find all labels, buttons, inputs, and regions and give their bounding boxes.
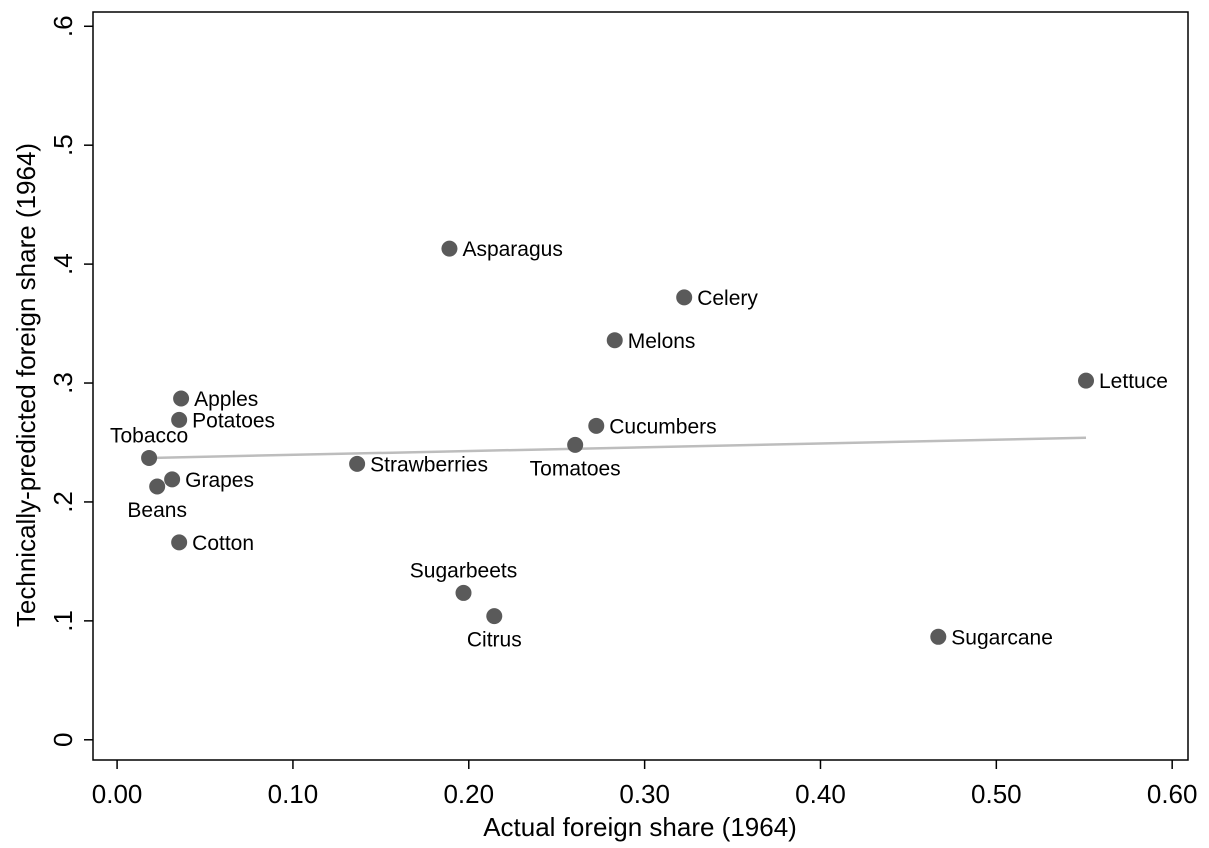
point [173, 390, 190, 407]
point [676, 289, 693, 306]
point-label: Celery [697, 287, 758, 310]
point [349, 455, 366, 472]
x-tick-label: 0.50 [971, 779, 1022, 809]
y-tick-label: .4 [48, 253, 78, 275]
point-label: Tobacco [110, 424, 188, 447]
point-label: Cucumbers [609, 415, 716, 438]
point [164, 471, 181, 488]
point-label: Asparagus [462, 238, 562, 261]
point [441, 240, 458, 257]
x-tick-label: 0.60 [1147, 779, 1198, 809]
point [149, 478, 166, 495]
point-label: Sugarcane [951, 626, 1053, 649]
point-label: Melons [628, 330, 696, 353]
plot-frame [92, 11, 1189, 761]
point-label: Beans [127, 499, 187, 522]
point [171, 534, 188, 551]
point-label: Lettuce [1099, 370, 1168, 393]
point [606, 332, 623, 349]
point [141, 449, 158, 466]
point-label: Tomatoes [530, 457, 621, 480]
x-tick-label: 0.30 [619, 779, 670, 809]
point-label: Potatoes [192, 409, 275, 432]
point [588, 417, 605, 434]
point-label: Grapes [185, 469, 254, 492]
point-label: Sugarbeets [410, 559, 517, 582]
x-tick-label: 0.00 [92, 779, 143, 809]
y-tick-label: .5 [48, 134, 78, 156]
point [930, 628, 947, 645]
y-tick-label: .2 [48, 491, 78, 513]
point-label: Cotton [192, 532, 254, 555]
x-axis-title: Actual foreign share (1964) [483, 812, 797, 842]
x-tick-label: 0.10 [268, 779, 319, 809]
point-label: Citrus [467, 629, 522, 652]
point-label: Strawberries [370, 453, 488, 476]
point [1078, 372, 1095, 389]
point [567, 436, 584, 453]
y-tick-label: .6 [48, 15, 78, 37]
point-label: Apples [194, 388, 258, 411]
x-tick-label: 0.20 [443, 779, 494, 809]
x-tick-label: 0.40 [795, 779, 846, 809]
y-axis-title: Technically-predicted foreign share (196… [11, 143, 41, 627]
y-tick-label: .1 [48, 610, 78, 632]
y-tick-label: 0 [48, 733, 78, 747]
point [486, 608, 503, 625]
fit-line [149, 436, 1087, 460]
point [455, 584, 472, 601]
y-tick-label: .3 [48, 372, 78, 394]
point [171, 411, 188, 428]
